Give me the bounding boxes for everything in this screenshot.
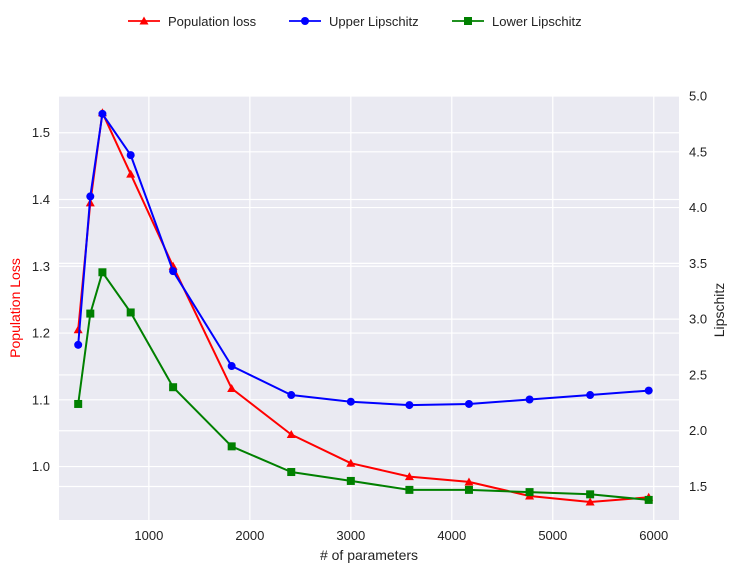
data-point-population-loss bbox=[73, 325, 83, 334]
y-axis-right-ticks: 1.5 2.0 2.5 3.0 3.5 4.0 4.5 5.0 bbox=[689, 89, 707, 495]
y-right-tick-label: 2.0 bbox=[689, 423, 707, 438]
x-tick-label: 4000 bbox=[437, 528, 466, 543]
data-point-lower-lipschitz bbox=[346, 476, 355, 485]
y-right-tick-label: 4.5 bbox=[689, 144, 707, 159]
data-point-lower-lipschitz bbox=[287, 468, 296, 477]
x-axis-label: # of parameters bbox=[320, 547, 418, 563]
data-point-population-loss bbox=[286, 430, 296, 439]
legend-marker-square bbox=[464, 17, 472, 25]
legend-marker-circle bbox=[301, 17, 309, 25]
data-point-population-loss bbox=[464, 477, 474, 486]
data-point-lower-lipschitz bbox=[126, 308, 135, 317]
x-tick-label: 2000 bbox=[235, 528, 264, 543]
data-point-lower-lipschitz bbox=[644, 495, 653, 504]
series-layer bbox=[73, 108, 654, 506]
legend-entry-population-loss: Population loss bbox=[128, 14, 257, 29]
data-point-upper-lipschitz bbox=[405, 401, 414, 410]
data-point-lower-lipschitz bbox=[586, 490, 595, 499]
x-tick-label: 1000 bbox=[134, 528, 163, 543]
data-point-lower-lipschitz bbox=[86, 309, 95, 318]
data-point-lower-lipschitz bbox=[227, 442, 236, 451]
data-point-lower-lipschitz bbox=[464, 485, 473, 494]
data-point-lower-lipschitz bbox=[74, 399, 83, 408]
legend-label-upper-lipschitz: Upper Lipschitz bbox=[329, 14, 419, 29]
data-point-population-loss bbox=[126, 169, 136, 178]
data-point-lower-lipschitz bbox=[169, 383, 178, 392]
data-point-upper-lipschitz bbox=[287, 391, 296, 400]
y-left-tick-label: 1.1 bbox=[32, 392, 50, 407]
data-point-upper-lipschitz bbox=[346, 397, 355, 406]
y-right-tick-label: 5.0 bbox=[689, 89, 707, 104]
y-right-tick-label: 4.0 bbox=[689, 200, 707, 215]
legend-entry-lower-lipschitz: Lower Lipschitz bbox=[452, 14, 582, 29]
x-tick-label: 6000 bbox=[639, 528, 668, 543]
y-right-tick-label: 3.5 bbox=[689, 256, 707, 271]
y-axis-left-label: Population Loss bbox=[7, 258, 23, 358]
x-tick-label: 5000 bbox=[538, 528, 567, 543]
data-point-upper-lipschitz bbox=[169, 267, 178, 276]
y-right-tick-label: 1.5 bbox=[689, 479, 707, 494]
legend-entry-upper-lipschitz: Upper Lipschitz bbox=[289, 14, 419, 29]
data-point-upper-lipschitz bbox=[464, 399, 473, 408]
y-left-tick-label: 1.3 bbox=[32, 259, 50, 274]
data-point-population-loss bbox=[227, 383, 237, 392]
legend-label-lower-lipschitz: Lower Lipschitz bbox=[492, 14, 582, 29]
y-right-tick-label: 2.5 bbox=[689, 367, 707, 382]
x-axis-ticks: 1000 2000 3000 4000 5000 6000 bbox=[134, 528, 668, 543]
data-point-upper-lipschitz bbox=[126, 151, 135, 160]
y-axis-right-label: Lipschitz bbox=[711, 283, 727, 337]
y-left-tick-label: 1.4 bbox=[32, 192, 50, 207]
data-point-upper-lipschitz bbox=[644, 386, 653, 395]
legend: Population loss Upper Lipschitz Lower Li… bbox=[128, 14, 582, 29]
data-point-lower-lipschitz bbox=[98, 268, 107, 277]
data-point-lower-lipschitz bbox=[405, 485, 414, 494]
data-point-upper-lipschitz bbox=[525, 395, 534, 404]
y-left-tick-label: 1.5 bbox=[32, 125, 50, 140]
data-point-upper-lipschitz bbox=[74, 340, 83, 349]
plot-area bbox=[59, 96, 679, 520]
y-right-tick-label: 3.0 bbox=[689, 312, 707, 327]
series-upper-lipschitz bbox=[74, 109, 653, 410]
y-axis-left-ticks: 1.0 1.1 1.2 1.3 1.4 1.5 bbox=[32, 125, 50, 474]
data-point-population-loss bbox=[404, 472, 414, 481]
data-point-upper-lipschitz bbox=[86, 192, 95, 201]
data-point-population-loss bbox=[585, 497, 595, 506]
legend-marker-triangle bbox=[139, 16, 149, 25]
data-point-lower-lipschitz bbox=[525, 488, 534, 497]
series-lower-lipschitz bbox=[74, 268, 653, 504]
y-left-tick-label: 1.0 bbox=[32, 459, 50, 474]
y-left-tick-label: 1.2 bbox=[32, 326, 50, 341]
data-point-population-loss bbox=[346, 458, 356, 467]
x-tick-label: 3000 bbox=[336, 528, 365, 543]
data-point-upper-lipschitz bbox=[586, 391, 595, 400]
data-point-upper-lipschitz bbox=[98, 109, 107, 118]
legend-label-population-loss: Population loss bbox=[168, 14, 257, 29]
grid bbox=[59, 95, 679, 520]
data-point-upper-lipschitz bbox=[227, 362, 236, 371]
